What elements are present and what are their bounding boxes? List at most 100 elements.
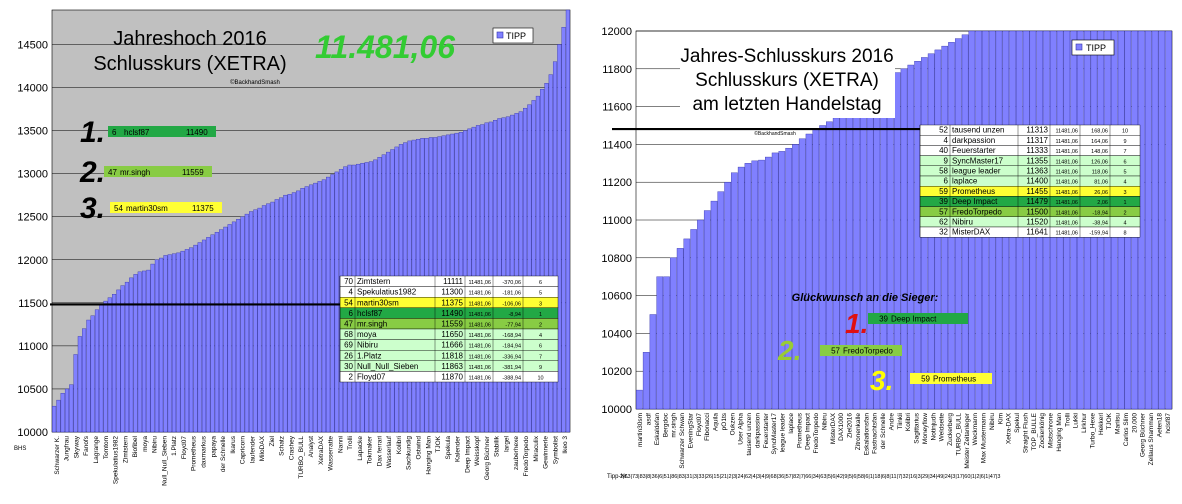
l-bar: [99, 304, 104, 433]
r-y-tick-label: 11800: [602, 64, 632, 76]
r-bar: [853, 98, 860, 410]
r-bar: [900, 68, 908, 410]
l-table-tipp: 11111: [443, 277, 463, 286]
left-rank-number: 2.: [79, 156, 105, 189]
l-table-name: moya: [357, 330, 377, 339]
r-x-label: MisterDAX: [830, 412, 837, 444]
r-x-label: EveningStar: [687, 412, 694, 448]
l-bar: [561, 27, 566, 433]
l-x-label: Analyst: [308, 436, 315, 458]
right-legend-label: TIPP: [1086, 43, 1106, 53]
r-table-act: 11481,06: [1055, 129, 1078, 135]
l-bar: [304, 186, 309, 433]
winner-box: [868, 313, 968, 324]
r-table-rank: 4: [1123, 180, 1126, 186]
r-x-label: Spekul: [1014, 412, 1021, 432]
r-x-label: Xetra-DAX: [1006, 412, 1013, 444]
left-watermark: ©BackhandSmash: [230, 79, 280, 86]
r-table-row: 4 darkpassion 11317 11481,06 164,06 9: [919, 134, 1141, 146]
winner-rank-number: 2.: [777, 335, 801, 366]
l-x-label: Schwarzer K.: [54, 436, 61, 475]
l-table-name: mr.singh: [357, 320, 387, 329]
r-x-label: Eskaldefan: [654, 413, 661, 446]
l-table-tipp: 11863: [441, 362, 463, 371]
r-x-label: FredoTorpedo: [813, 413, 820, 454]
r-table-tipp: 11520: [1026, 218, 1048, 227]
l-bar: [308, 184, 314, 433]
l-table-act: 11481,06: [468, 301, 491, 307]
left-result-table: 70 Zimtstern 11111 11481,06 -370,06 64 Spekula…: [339, 275, 559, 383]
r-y-tick-label: 11600: [602, 102, 632, 114]
l-table-act: 11481,06: [468, 280, 491, 286]
r-table-name: SyncMaster17: [952, 156, 1004, 165]
l-bar: [124, 281, 129, 433]
winner-nr: 59: [921, 375, 930, 384]
left-chart-title: Jahreshoch 2016: [113, 28, 266, 50]
l-bar: [236, 219, 241, 433]
r-x-label: Andre: [888, 413, 895, 431]
r-y-tick-label: 12000: [601, 26, 632, 38]
r-table-act: 11481,06: [1055, 231, 1078, 237]
l-table-rank: 5: [539, 291, 542, 297]
l-bar: [167, 254, 172, 433]
l-bar: [287, 194, 292, 433]
left-rank-box: [104, 166, 212, 177]
l-y-tick-label: 10500: [17, 384, 48, 396]
left-legend: TIPP: [492, 27, 534, 44]
r-x-label: Turbo_Hexe: [1089, 413, 1096, 449]
r-bar: [812, 129, 820, 410]
r-table-diff: 118,06: [1092, 170, 1108, 176]
r-bar: [778, 151, 786, 410]
right-watermark: ©BackhandSmash: [754, 130, 796, 137]
left-rank-nr: 6: [112, 128, 117, 137]
r-x-label: Tiinkii: [897, 413, 904, 429]
r-table-rank: 8: [1123, 231, 1126, 237]
l-table-name: Nibiru: [357, 341, 378, 350]
r-table-row: 40 Feuerstarter 11333 11481,06 148,06 7: [919, 145, 1141, 156]
winner-name: FredoTorpedo: [843, 347, 893, 356]
l-table-act: 11481,06: [468, 291, 491, 297]
r-x-label: Mariisu: [1115, 413, 1122, 434]
l-bar: [197, 242, 202, 433]
l-x-label: Symbolist: [552, 436, 559, 464]
l-bar: [313, 182, 318, 433]
l-table-diff: -370,06: [502, 280, 521, 286]
l-bar: [64, 388, 70, 433]
r-bar: [873, 83, 881, 410]
r-y-tick-label: 10600: [601, 291, 632, 303]
left-rank-number: 3.: [80, 192, 105, 225]
r-bar: [1158, 30, 1166, 410]
r-table-diff: 164,06: [1091, 139, 1108, 145]
l-x-label: moya: [142, 436, 149, 452]
r-bar: [642, 352, 650, 410]
l-table-act: 11481,06: [468, 312, 491, 318]
r-x-label: Trolli: [1064, 413, 1071, 427]
r-x-label: mr.singh: [671, 413, 678, 438]
l-table-diff: -184,94: [502, 344, 521, 350]
l-bar: [176, 252, 181, 433]
l-bar: [120, 285, 125, 433]
l-x-label: Ikeo 3: [562, 436, 569, 454]
l-bar: [107, 297, 112, 433]
left-rank-markers: 1. 6 hclsf87 11490 2. 47 mr.singh 11559 3. 54 mart…: [79, 116, 222, 225]
r-y-tick-label: 11400: [602, 139, 632, 151]
l-y-tick-label: 11000: [18, 341, 48, 353]
l-table-row: 47 mr.singh 11559 11481,06 -77,94 2: [339, 318, 559, 330]
l-bar: [193, 244, 198, 433]
l-x-label: XetraDAX: [318, 435, 325, 465]
l-bar: [321, 179, 326, 433]
l-table-act: 11481,06: [468, 365, 491, 371]
l-bar: [548, 74, 553, 433]
r-x-label: Feuerstarter: [763, 412, 770, 448]
l-x-label: 1.Platz: [171, 436, 178, 456]
l-table-act: 11481,06: [468, 333, 491, 339]
left-rank-name: martin30sm: [126, 204, 168, 213]
l-table-diff: -181,06: [502, 291, 521, 297]
l-table-tipp: 11818: [441, 351, 463, 360]
r-table-nr: 39: [939, 197, 948, 206]
winner-rank-number: 1.: [845, 308, 868, 339]
r-bar: [887, 76, 894, 410]
l-table-rank: 6: [539, 344, 542, 350]
l-y-tick-label: 13500: [17, 126, 48, 138]
